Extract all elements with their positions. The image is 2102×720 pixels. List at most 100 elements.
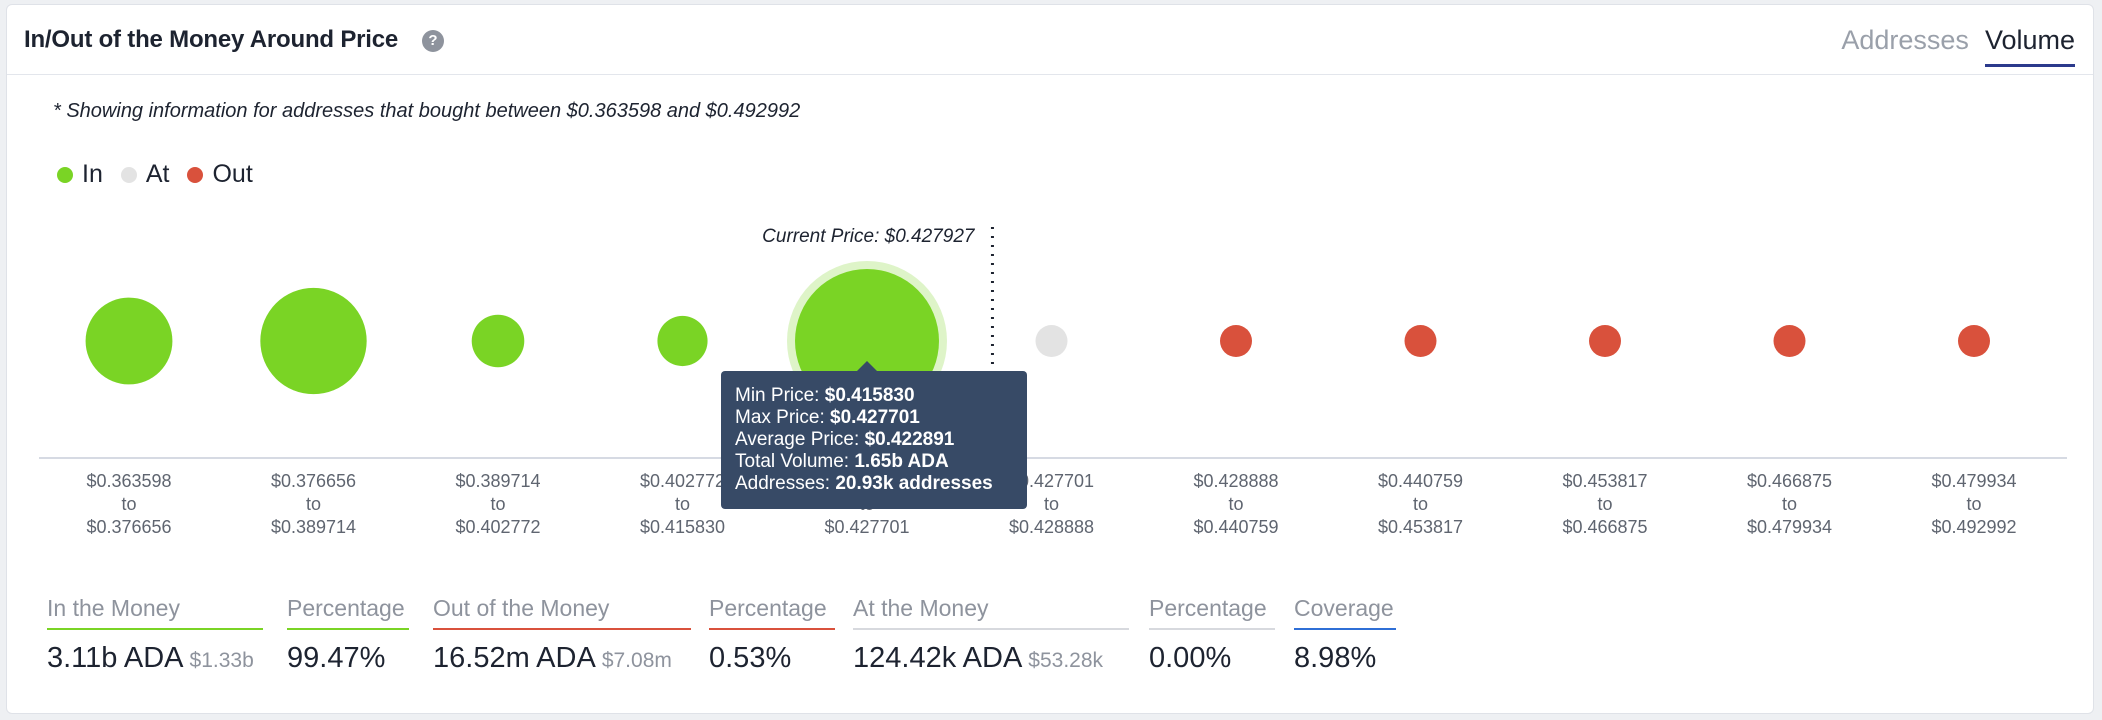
- tick-label-to: to: [306, 494, 321, 514]
- stat-value: 8.98%: [1294, 642, 1377, 674]
- stat-sub-value: $7.08m: [601, 649, 672, 672]
- tick-label: $0.427701: [1009, 471, 1094, 491]
- tick-label: $0.376656: [271, 471, 356, 491]
- tick-label-to: to: [1228, 494, 1243, 514]
- chart-legend: In At Out: [57, 160, 253, 189]
- tooltip-addresses: 20.93k addresses: [835, 473, 993, 494]
- stat-coverage: Coverage 8.98%: [1294, 595, 1396, 675]
- stat-sub-value: $1.33b: [189, 649, 254, 672]
- tick-label: $0.402772: [640, 471, 725, 491]
- tick-label: $0.453817: [1562, 471, 1647, 491]
- stat-value: 99.47%: [287, 642, 386, 674]
- stat-underline: [433, 628, 691, 630]
- tick-label-to: to: [1044, 494, 1059, 514]
- stat-label: Coverage: [1294, 595, 1394, 621]
- help-icon[interactable]: ?: [422, 30, 444, 52]
- stat-label: Percentage: [287, 595, 405, 621]
- view-tabs: Addresses Volume: [1841, 25, 2075, 67]
- tooltip-total-volume: 1.65b ADA: [854, 451, 949, 472]
- bubble-in: [85, 297, 173, 385]
- stat-underline: [287, 628, 409, 630]
- tick-label-to: to: [1597, 494, 1612, 514]
- range-note: * Showing information for addresses that…: [53, 100, 801, 122]
- stat-value-row: 3.11b ADA $1.33b: [47, 642, 263, 675]
- tick-label: $0.492992: [1931, 517, 2016, 537]
- tooltip-total-volume-label: Total Volume:: [735, 451, 850, 472]
- legend-dot-out: [187, 166, 204, 183]
- tick-label: $0.453817: [1378, 517, 1463, 537]
- tick-label: $0.440759: [1193, 517, 1278, 537]
- stat-value-row: 8.98%: [1294, 642, 1396, 675]
- stat-label: In the Money: [47, 595, 180, 621]
- bubble-out: [1958, 325, 1990, 357]
- legend-label-in: In: [82, 160, 103, 188]
- tick-label-to: to: [121, 494, 136, 514]
- tab-addresses[interactable]: Addresses: [1841, 25, 1969, 55]
- tick-label: $0.440759: [1378, 471, 1463, 491]
- bubble-out: [1220, 325, 1252, 357]
- bubble-at: [1035, 325, 1068, 357]
- iomap-card: In/Out of the Money Around Price ? Addre…: [6, 4, 2094, 714]
- bubble-chart: Current Price: $0.427927 $0.363598 to $0.37…: [39, 226, 2067, 537]
- stat-underline: [853, 628, 1129, 630]
- tooltip-min-price-label: Min Price:: [735, 385, 820, 406]
- tick-label: $0.466875: [1747, 471, 1832, 491]
- stat-out-of-the-money: Out of the Money 16.52m ADA $7.08m: [433, 595, 691, 675]
- stat-value: 0.00%: [1149, 642, 1232, 674]
- stat-at-percentage: Percentage 0.00%: [1149, 595, 1275, 675]
- tick-label: $0.389714: [271, 517, 356, 537]
- tick-label-to: to: [675, 494, 690, 514]
- stat-underline: [709, 628, 835, 630]
- bubble-in: [471, 314, 525, 368]
- tick-label: $0.428888: [1009, 517, 1094, 537]
- tab-volume[interactable]: Volume: [1984, 25, 2075, 67]
- card-title: In/Out of the Money Around Price: [24, 26, 399, 53]
- stat-value-row: 99.47%: [287, 642, 409, 675]
- stat-label: Percentage: [1149, 595, 1267, 621]
- stat-value: 124.42k ADA: [853, 642, 1023, 674]
- stat-value-row: 124.42k ADA $53.28k: [853, 642, 1129, 675]
- stat-underline: [47, 628, 263, 630]
- bubble-out: [1589, 325, 1621, 357]
- stat-value: 16.52m ADA: [433, 642, 596, 674]
- stat-value: 3.11b ADA: [47, 642, 184, 674]
- stat-value-row: 0.00%: [1149, 642, 1275, 675]
- stat-underline: [1149, 628, 1275, 630]
- tick-label: $0.402772: [455, 517, 540, 537]
- tick-label-to: to: [1966, 494, 1981, 514]
- tick-label: $0.479934: [1747, 517, 1832, 537]
- tooltip-max-price-label: Max Price:: [735, 407, 825, 428]
- tick-label: $0.389714: [455, 471, 540, 491]
- tick-label: $0.427701: [824, 517, 909, 537]
- current-price-label: Current Price: $0.427927: [762, 226, 976, 247]
- stat-in-the-money: In the Money 3.11b ADA $1.33b: [47, 595, 263, 675]
- legend-dot-in: [57, 166, 73, 183]
- bubble-in: [657, 315, 708, 367]
- tick-label-to: to: [490, 494, 505, 514]
- tick-label: $0.479934: [1931, 471, 2016, 491]
- tick-label-to: to: [1782, 494, 1797, 514]
- tooltip-avg-price-label: Average Price:: [735, 429, 860, 450]
- legend-item-out[interactable]: Out: [187, 160, 253, 189]
- legend-item-in[interactable]: In: [57, 160, 103, 189]
- stat-sub-value: $53.28k: [1028, 649, 1104, 672]
- tooltip-min-price: $0.415830: [824, 385, 915, 406]
- bubble-out: [1404, 325, 1437, 357]
- stat-value-row: 0.53%: [709, 642, 835, 675]
- stat-in-percentage: Percentage 99.47%: [287, 595, 409, 675]
- legend-item-at[interactable]: At: [120, 160, 169, 189]
- tick-label: $0.428888: [1193, 471, 1278, 491]
- bubble-out: [1773, 325, 1806, 357]
- tooltip-avg-price: $0.422891: [864, 429, 955, 450]
- tick-label: $0.376656: [86, 517, 171, 537]
- tick-label: $0.363598: [86, 471, 171, 491]
- stat-out-percentage: Percentage 0.53%: [709, 595, 835, 675]
- stat-value: 0.53%: [709, 642, 792, 674]
- tick-label: $0.466875: [1562, 517, 1647, 537]
- bubble-in: [260, 287, 367, 395]
- tick-label: $0.415830: [640, 517, 725, 537]
- card-header: In/Out of the Money Around Price ? Addre…: [7, 5, 2093, 75]
- legend-dot-at: [120, 166, 137, 183]
- stat-label: At the Money: [853, 595, 989, 621]
- stat-label: Percentage: [709, 595, 827, 621]
